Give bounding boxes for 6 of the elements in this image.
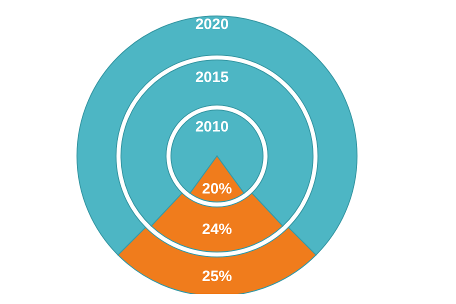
data-label: 25%	[202, 268, 232, 285]
data-label: 24%	[202, 221, 232, 238]
slice-label: 2015	[195, 69, 229, 86]
data-label: 20%	[202, 180, 232, 198]
slice-label: 2020	[195, 16, 229, 33]
slice-label: 2010	[195, 118, 229, 136]
